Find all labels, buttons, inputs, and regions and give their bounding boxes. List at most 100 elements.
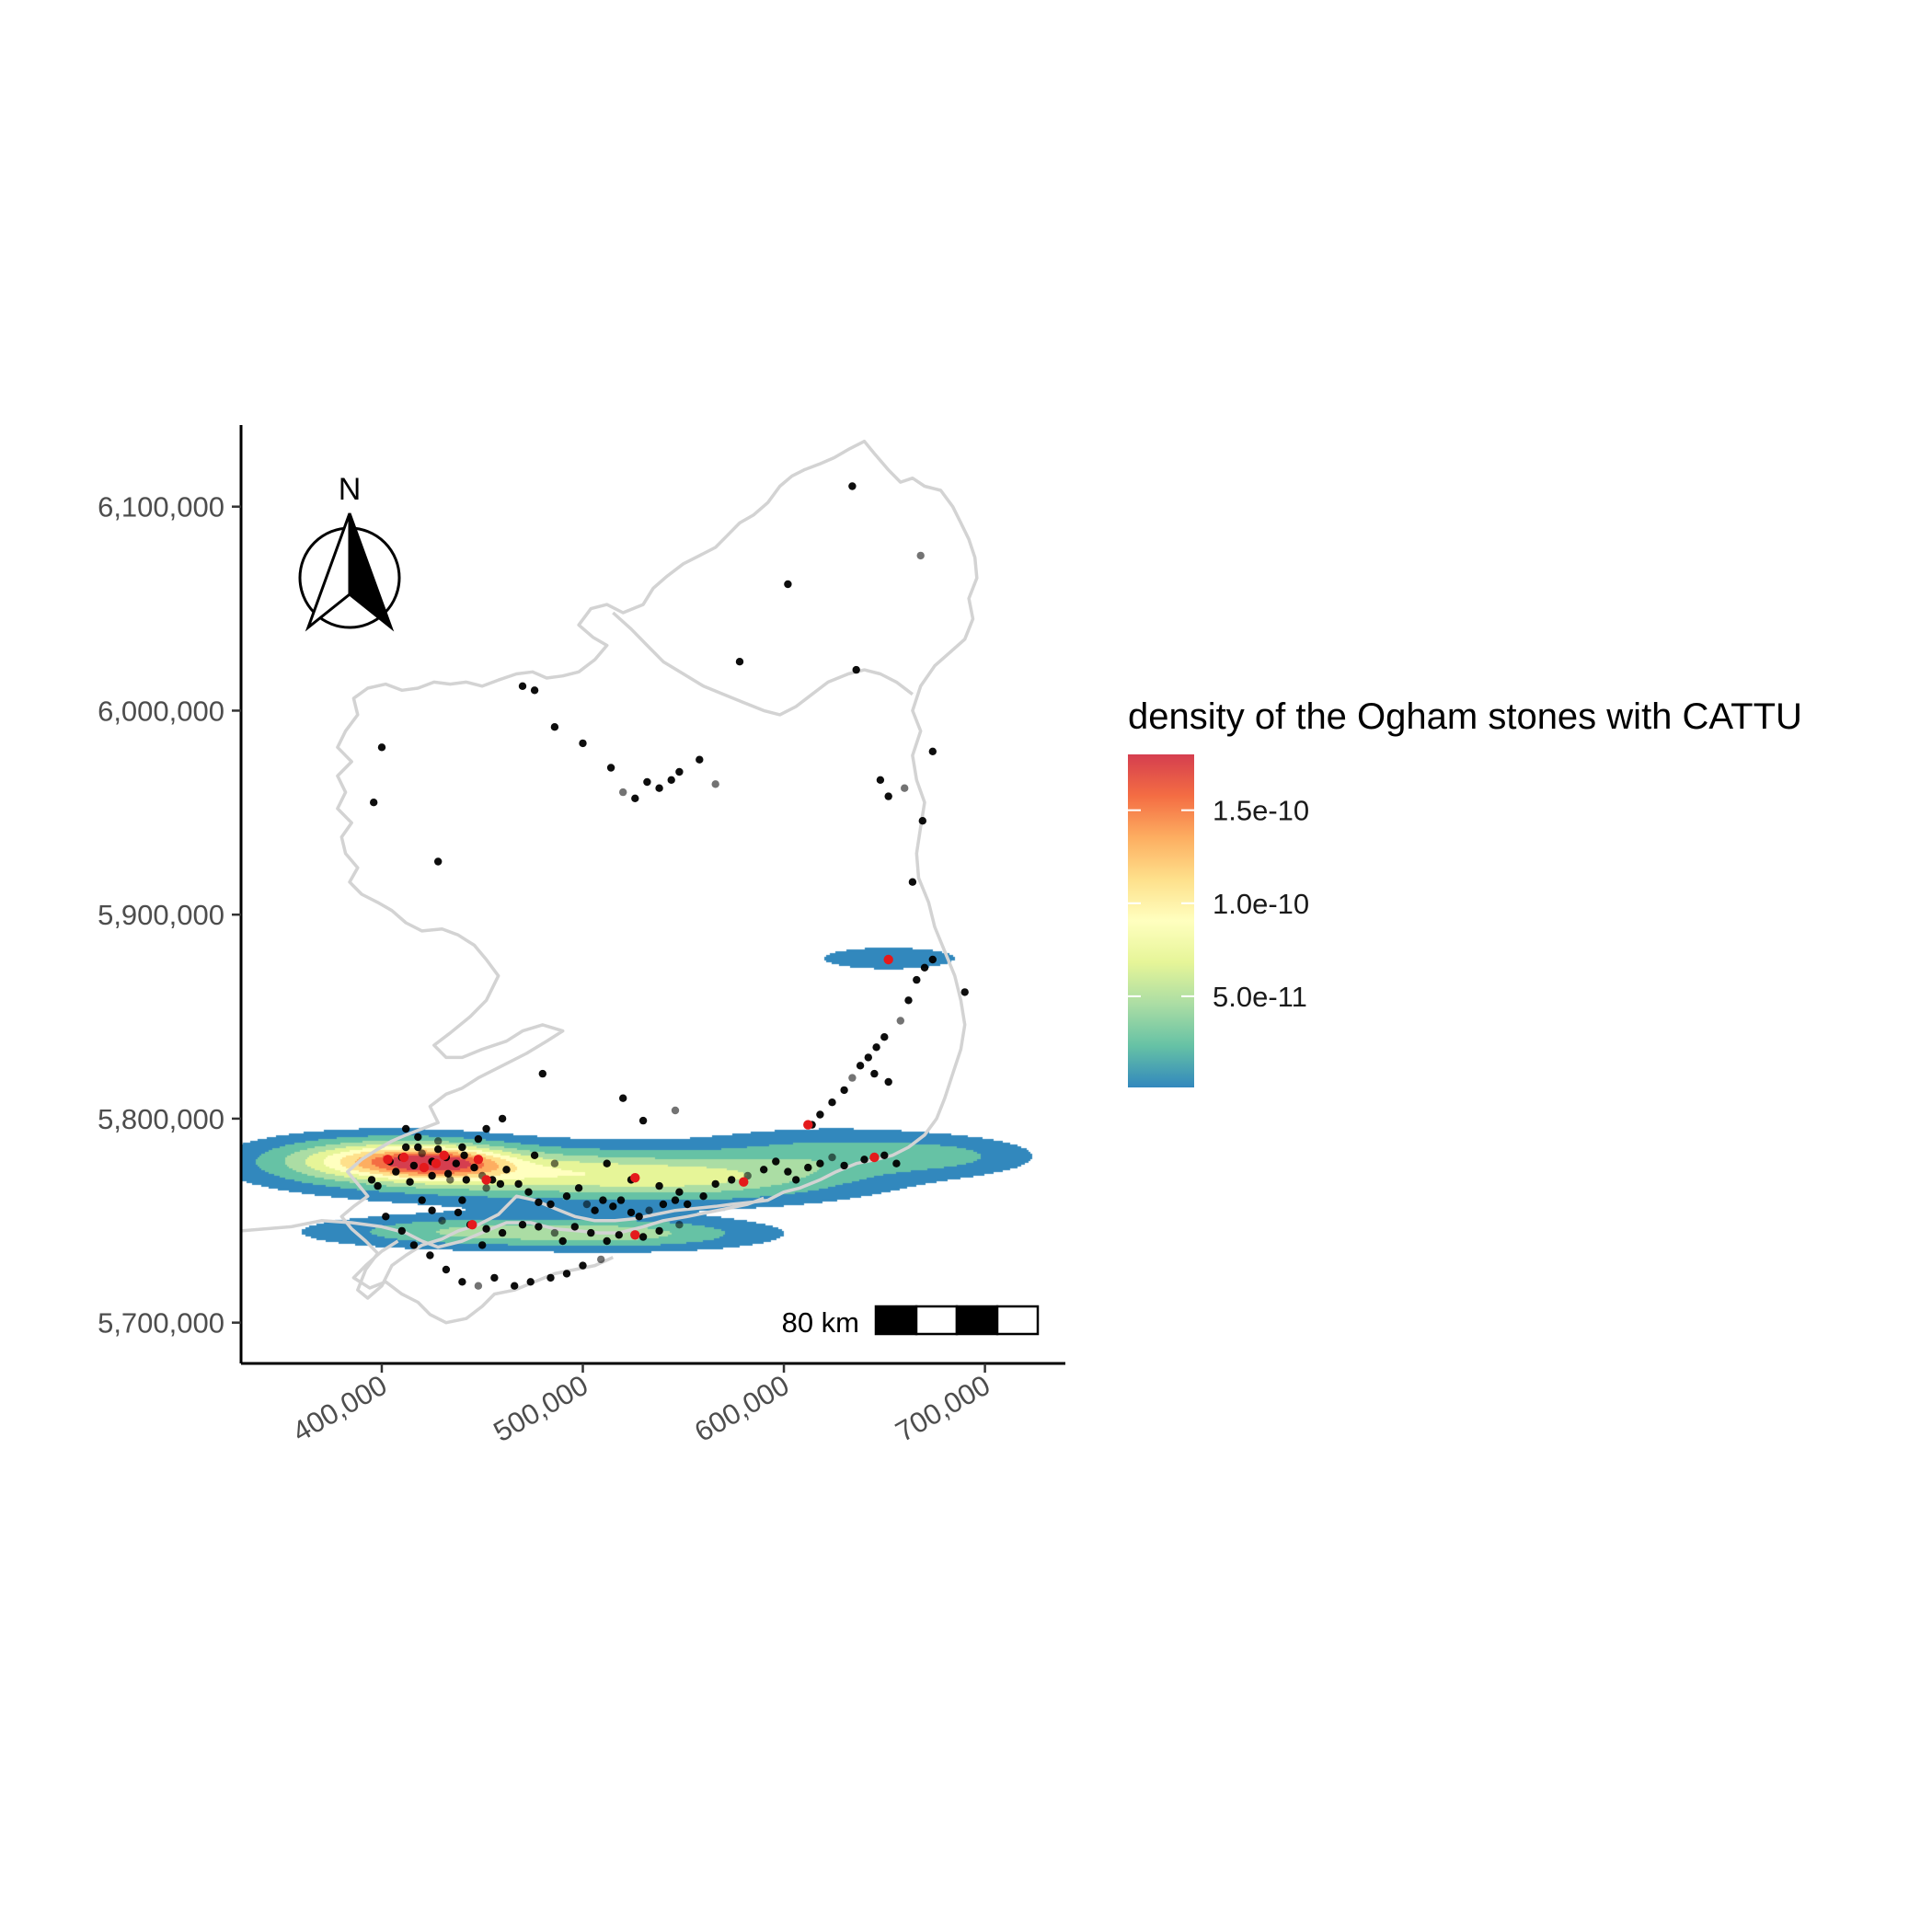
- ogham-stone-point: [426, 1251, 434, 1259]
- ogham-stone-point: [454, 1208, 463, 1217]
- cattu-stone-point: [630, 1173, 640, 1183]
- ogham-stone-point: [848, 482, 857, 490]
- ogham-stone-point: [635, 1213, 643, 1221]
- cattu-points-layer: [383, 954, 893, 1240]
- x-tick-label: 700,000: [891, 1369, 996, 1448]
- ogham-stone-point: [478, 1241, 487, 1249]
- x-tick-label: 400,000: [287, 1369, 393, 1448]
- ogham-stone-point: [550, 1228, 559, 1237]
- ogham-stone-point: [840, 1161, 848, 1170]
- legend-break-label: 1.0e-10: [1213, 888, 1309, 920]
- ogham-stone-point: [928, 747, 937, 755]
- ogham-stone-point: [772, 1157, 780, 1166]
- ogham-stone-point: [434, 1137, 443, 1145]
- ogham-stone-point: [852, 665, 860, 674]
- ogham-stone-point: [518, 1221, 527, 1229]
- ogham-stone-point: [928, 955, 937, 964]
- ogham-stone-point: [458, 1278, 466, 1286]
- ogham-stone-point: [550, 723, 559, 731]
- ogham-stone-point: [816, 1159, 824, 1167]
- ogham-stone-point: [518, 682, 527, 690]
- ogham-stone-point: [848, 1074, 857, 1082]
- ogham-stone-point: [582, 1200, 592, 1209]
- ogham-stone-point: [474, 1134, 483, 1144]
- x-tick-label: 500,000: [488, 1369, 593, 1448]
- northern-ireland-border: [612, 611, 914, 717]
- ogham-stone-point: [558, 1236, 567, 1246]
- ogham-stone-point: [728, 1176, 736, 1184]
- ogham-stone-point: [920, 963, 929, 972]
- ogham-stone-point: [428, 1206, 436, 1214]
- ogham-stone-point: [671, 1106, 680, 1115]
- ogham-stone-point: [535, 1223, 543, 1231]
- ogham-stone-point: [530, 1151, 539, 1160]
- ogham-stone-point: [615, 1231, 623, 1239]
- ogham-stone-point: [860, 1156, 868, 1164]
- ogham-stone-point: [443, 1169, 453, 1179]
- ogham-stone-point: [619, 788, 627, 797]
- coastline-north: [336, 439, 979, 1300]
- ogham-stone-point: [538, 1069, 546, 1078]
- ogham-stone-point: [498, 1228, 507, 1237]
- ogham-stone-point: [908, 878, 917, 886]
- ogham-stone-point: [699, 1192, 707, 1201]
- ogham-stone-point: [458, 1143, 466, 1152]
- ogham-stone-point: [406, 1178, 414, 1186]
- ogham-stone-point: [434, 857, 443, 866]
- ogham-stone-point: [550, 1159, 559, 1167]
- density-contour-layer: [241, 425, 1065, 1363]
- ogham-stone-point: [655, 1226, 663, 1236]
- scale-bar-label: 80 km: [782, 1306, 859, 1339]
- legend-break-label: 5.0e-11: [1213, 981, 1307, 1013]
- ogham-stone-point: [370, 799, 378, 807]
- ogham-stone-point: [603, 1236, 611, 1246]
- ogham-stone-point: [760, 1166, 768, 1174]
- ogham-stone-point: [696, 755, 704, 764]
- cattu-stone-point: [869, 1152, 880, 1163]
- ogham-stone-point: [828, 1098, 836, 1107]
- y-tick-label: 5,800,000: [98, 1103, 224, 1135]
- scale-bar-segment: [955, 1305, 999, 1336]
- ogham-stone-point: [482, 1225, 490, 1233]
- ogham-stone-point: [804, 1163, 812, 1172]
- ogham-stone-point: [474, 1282, 483, 1290]
- ogham-stone-point: [884, 792, 892, 800]
- y-axis-ticks: 5,700,000 5,800,000 5,900,000 6,000,000 6,10…: [98, 491, 241, 1340]
- x-axis-ticks: 400,000 500,000 600,000 700,000: [287, 1363, 995, 1448]
- map-panel: [241, 425, 1065, 1363]
- ogham-stone-point: [418, 1196, 426, 1204]
- ogham-stone-point: [579, 1261, 587, 1270]
- ogham-stone-point: [643, 777, 651, 787]
- ogham-stone-point: [816, 1110, 824, 1119]
- ogham-stone-point: [671, 1196, 680, 1204]
- ogham-stone-point: [428, 1171, 436, 1180]
- ogham-stone-point: [511, 1282, 519, 1290]
- ogham-stone-point: [458, 1196, 466, 1204]
- cattu-stone-point: [803, 1120, 813, 1130]
- ogham-stone-point: [597, 1255, 605, 1264]
- ogham-stone-point: [603, 1159, 611, 1167]
- ogham-stone-point: [638, 1233, 648, 1241]
- ogham-stone-point: [587, 1228, 595, 1237]
- ogham-stone-point: [397, 1226, 406, 1236]
- ogham-stone-point: [562, 1192, 571, 1201]
- ogham-stone-point: [884, 1077, 892, 1087]
- ogham-stone-point: [784, 1167, 792, 1176]
- ogham-stone-point: [526, 1278, 535, 1286]
- ogham-stone-point: [684, 1200, 692, 1209]
- ogham-stone-point: [619, 1094, 627, 1102]
- ogham-stone-point: [828, 1153, 836, 1162]
- ogham-stone-point: [490, 1273, 499, 1282]
- ogham-stone-point: [414, 1133, 422, 1142]
- ogham-stone-point: [645, 1206, 653, 1214]
- ogham-stone-point: [482, 1124, 490, 1133]
- ogham-stone-point: [530, 686, 539, 695]
- ogham-stone-point: [870, 1069, 879, 1078]
- ogham-stone-point: [675, 1188, 684, 1196]
- ogham-stone-point: [711, 780, 719, 788]
- ogham-stone-point: [896, 1017, 904, 1025]
- ogham-stone-point: [418, 1149, 426, 1157]
- coastline-south: [241, 1196, 765, 1249]
- ogham-stone-point: [502, 1166, 511, 1174]
- ogham-stone-point: [382, 1213, 390, 1221]
